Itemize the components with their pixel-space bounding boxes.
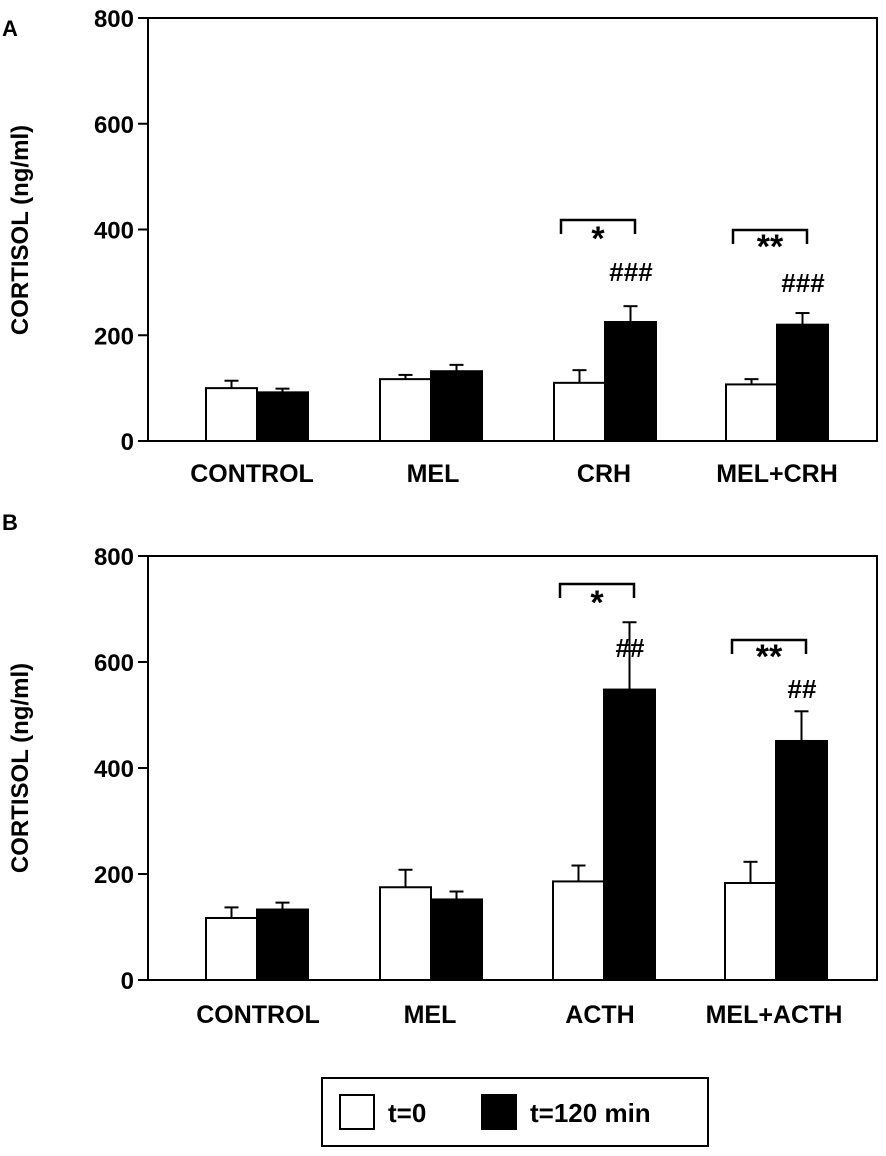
y-tick-label: 200 <box>94 323 134 350</box>
bar-t120 <box>603 688 656 981</box>
bar-t120 <box>776 323 829 442</box>
y-tick-label: 0 <box>121 429 134 456</box>
x-category-label: CRH <box>577 460 631 488</box>
y-axis-label: CORTISOL (ng/ml) <box>7 663 34 873</box>
y-tick-label: 400 <box>94 218 134 245</box>
y-tick-label: 400 <box>94 756 134 783</box>
y-tick-label: 800 <box>94 6 134 33</box>
x-category-label: CONTROL <box>196 1001 320 1029</box>
bar-t0 <box>205 387 258 442</box>
significance-hash: ## <box>788 674 817 704</box>
y-tick-label: 200 <box>94 862 134 889</box>
legend: t=0 t=120 min <box>321 1077 709 1147</box>
y-tick-label: 800 <box>94 544 134 571</box>
x-category-label: MEL+CRH <box>716 460 838 488</box>
x-category-label: MEL+ACTH <box>706 1001 843 1029</box>
significance-hash: ### <box>609 257 653 287</box>
bar-t0 <box>552 880 605 981</box>
significance-bracket <box>559 218 637 234</box>
y-tick-label: 600 <box>94 112 134 139</box>
panel-letter: B <box>2 510 18 535</box>
significance-hash: ## <box>616 633 645 663</box>
bar-t0 <box>724 882 777 982</box>
x-category-label: ACTH <box>565 1001 634 1029</box>
significance-stars: * <box>590 584 604 622</box>
panel-a: A 0 200 400 600 800 CORTISOL (ng/ml) CONTROL MEL… <box>2 6 878 488</box>
significance-bracket <box>730 638 808 654</box>
significance-hash: ### <box>781 268 825 298</box>
y-tick-label: 600 <box>94 650 134 677</box>
significance-stars: ** <box>756 638 783 676</box>
bar-t120 <box>604 321 657 442</box>
legend-swatch-t0 <box>339 1094 375 1130</box>
bar-t0 <box>725 383 778 442</box>
significance-bracket <box>731 228 809 244</box>
x-category-label: CONTROL <box>190 460 314 488</box>
bar-t0 <box>379 378 432 443</box>
x-category-label: MEL <box>404 1001 457 1029</box>
y-axis-label: CORTISOL (ng/ml) <box>7 125 34 335</box>
y-tick-label: 0 <box>121 968 134 995</box>
legend-swatch-t120 <box>481 1094 517 1130</box>
bar-t0 <box>379 886 432 981</box>
bar-t120 <box>256 391 309 443</box>
bar-t120 <box>430 898 483 981</box>
bar-t120 <box>430 370 483 442</box>
legend-label-t120: t=120 min <box>530 1098 651 1128</box>
x-category-label: MEL <box>407 460 460 488</box>
significance-bracket <box>558 582 636 598</box>
significance-stars: ** <box>757 228 784 266</box>
bar-t120 <box>775 739 828 981</box>
legend-label-t0: t=0 <box>388 1098 426 1128</box>
bar-t120 <box>256 908 309 982</box>
significance-stars: * <box>591 220 605 258</box>
panel-b: B 0 200 400 600 800 CORTISOL (ng/ml) CONTROL MEL… <box>2 510 878 1029</box>
panel-letter: A <box>2 16 18 41</box>
bar-t0 <box>553 381 606 442</box>
bar-t0 <box>205 916 258 981</box>
